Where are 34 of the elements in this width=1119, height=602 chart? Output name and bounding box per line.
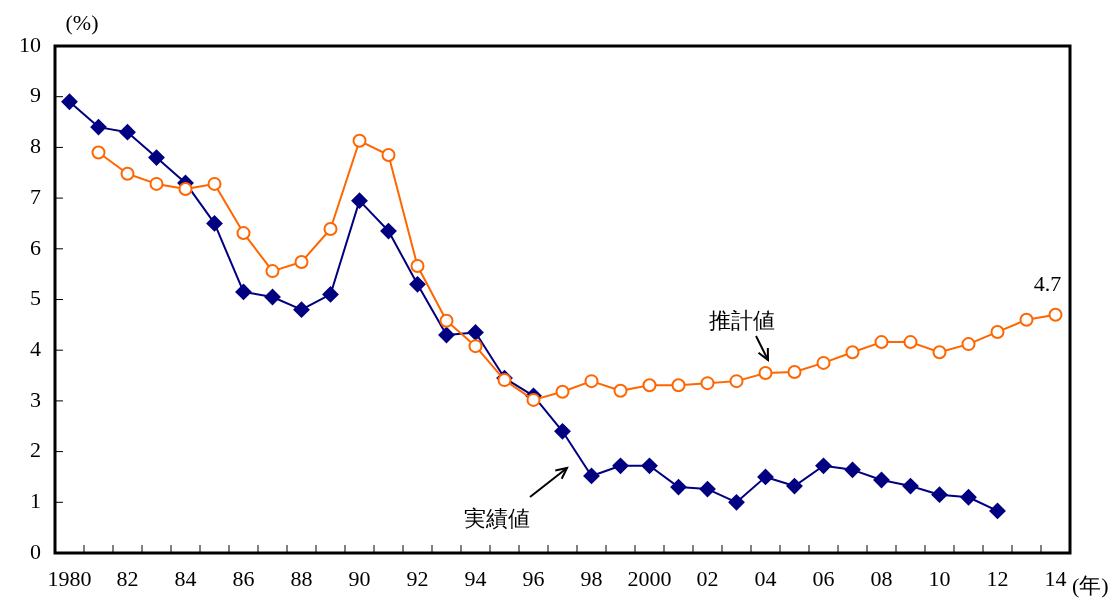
y-tick-label: 5: [30, 285, 41, 311]
x-tick-label: 12: [986, 565, 1009, 591]
y-tick-label: 6: [30, 234, 41, 260]
x-tick-label: 90: [348, 565, 371, 591]
x-tick-label: 10: [928, 565, 951, 591]
data-label: 4.7: [1033, 271, 1062, 297]
x-tick-label: 08: [870, 565, 893, 591]
x-axis-title: (年): [1072, 572, 1109, 598]
x-tick-label: 86: [232, 565, 255, 591]
y-tick-label: 3: [30, 386, 41, 412]
x-tick-label: 88: [290, 565, 313, 591]
y-tick-label: 4: [30, 335, 41, 361]
x-tick-label: 14: [1044, 565, 1067, 591]
x-tick-label: 04: [754, 565, 777, 591]
x-tick-label: 96: [522, 565, 545, 591]
y-tick-label: 1: [30, 488, 41, 514]
series-label: 推計値: [709, 307, 775, 333]
y-tick-label: 7: [30, 183, 41, 209]
x-tick-label: 84: [174, 565, 197, 591]
x-tick-label: 94: [464, 565, 487, 591]
y-tick-label: 10: [19, 31, 41, 57]
x-tick-label: 06: [812, 565, 835, 591]
y-axis-title: (%): [65, 9, 99, 35]
x-tick-label: 2000: [627, 565, 672, 591]
x-tick-label: 92: [406, 565, 429, 591]
x-tick-label: 1980: [47, 565, 92, 591]
y-tick-label: 2: [30, 437, 41, 463]
x-tick-label: 98: [580, 565, 603, 591]
y-tick-label: 8: [30, 133, 41, 159]
x-tick-label: 02: [696, 565, 719, 591]
y-tick-label: 0: [30, 538, 41, 564]
x-tick-label: 82: [116, 565, 139, 591]
y-tick-label: 9: [30, 82, 41, 108]
text: 実績値: [464, 505, 530, 531]
